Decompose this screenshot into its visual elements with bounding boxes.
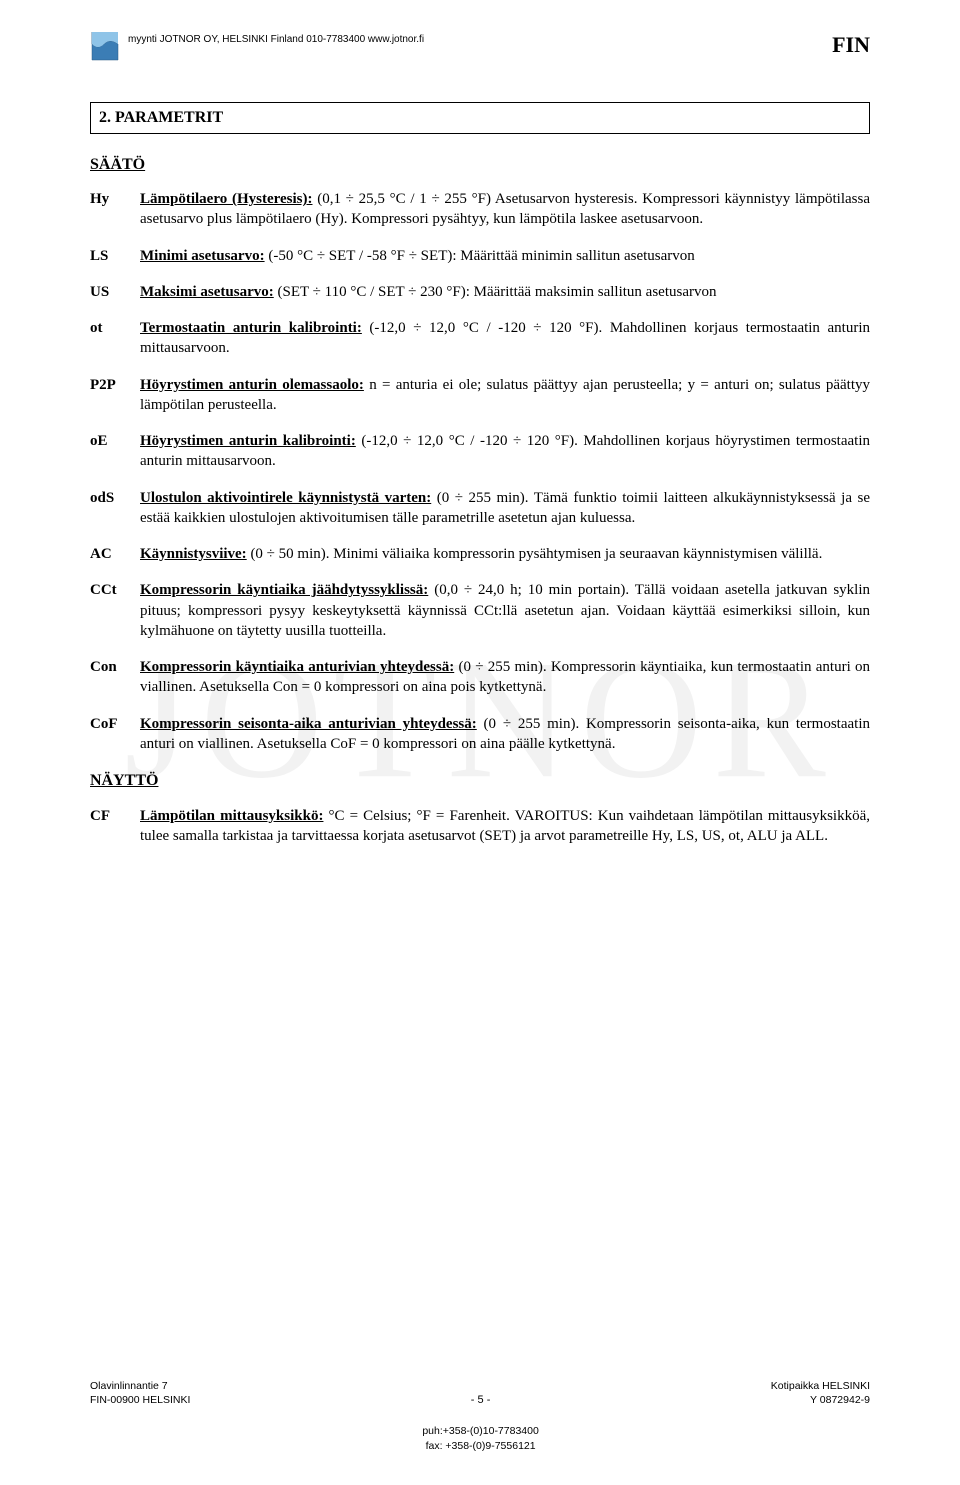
param-cct: CCt Kompressorin käyntiaika jäähdytyssyk… bbox=[90, 580, 870, 641]
param-con: Con Kompressorin käyntiaika anturivian y… bbox=[90, 657, 870, 698]
subheading-display: NÄYTTÖ bbox=[90, 770, 870, 792]
param-ot: ot Termostaatin anturin kalibrointi: (-1… bbox=[90, 318, 870, 359]
param-desc: Lämpötilan mittausyksikkö: °C = Celsius;… bbox=[140, 806, 870, 847]
param-code: CF bbox=[90, 806, 140, 847]
param-desc: Höyrystimen anturin olemassaolo: n = ant… bbox=[140, 375, 870, 416]
param-ods: odS Ulostulon aktivointirele käynnistyst… bbox=[90, 488, 870, 529]
header-language-code: FIN bbox=[832, 30, 870, 60]
param-desc: Ulostulon aktivointirele käynnistystä va… bbox=[140, 488, 870, 529]
param-ls: LS Minimi asetusarvo: (-50 °C ÷ SET / -5… bbox=[90, 246, 870, 266]
param-hy: Hy Lämpötilaero (Hysteresis): (0,1 ÷ 25,… bbox=[90, 189, 870, 230]
subheading-control: SÄÄTÖ bbox=[90, 154, 870, 176]
section-title: 2. PARAMETRIT bbox=[90, 102, 870, 134]
footer-center: - 5 - puh:+358-(0)10-7783400 fax: +358-(… bbox=[422, 1379, 538, 1467]
param-code: Hy bbox=[90, 189, 140, 230]
param-cof: CoF Kompressorin seisonta-aika anturivia… bbox=[90, 714, 870, 755]
param-us: US Maksimi asetusarvo: (SET ÷ 110 °C / S… bbox=[90, 282, 870, 302]
param-desc: Kompressorin seisonta-aika anturivian yh… bbox=[140, 714, 870, 755]
page-header: myynti JOTNOR OY, HELSINKI Finland 010-7… bbox=[90, 30, 870, 62]
footer-left: Olavinlinnantie 7 FIN-00900 HELSINKI bbox=[90, 1379, 190, 1467]
param-ac: AC Käynnistysviive: (0 ÷ 50 min). Minimi… bbox=[90, 544, 870, 564]
page-number: - 5 - bbox=[422, 1393, 538, 1408]
param-code: Con bbox=[90, 657, 140, 698]
param-code: oE bbox=[90, 431, 140, 472]
param-desc: Maksimi asetusarvo: (SET ÷ 110 °C / SET … bbox=[140, 282, 870, 302]
param-code: odS bbox=[90, 488, 140, 529]
param-cf: CF Lämpötilan mittausyksikkö: °C = Celsi… bbox=[90, 806, 870, 847]
param-code: LS bbox=[90, 246, 140, 266]
param-code: CoF bbox=[90, 714, 140, 755]
param-desc: Minimi asetusarvo: (-50 °C ÷ SET / -58 °… bbox=[140, 246, 870, 266]
param-desc: Lämpötilaero (Hysteresis): (0,1 ÷ 25,5 °… bbox=[140, 189, 870, 230]
param-code: AC bbox=[90, 544, 140, 564]
param-code: CCt bbox=[90, 580, 140, 641]
footer-right: Kotipaikka HELSINKI Y 0872942-9 bbox=[771, 1379, 870, 1467]
param-code: ot bbox=[90, 318, 140, 359]
param-code: P2P bbox=[90, 375, 140, 416]
company-logo bbox=[90, 30, 120, 62]
param-p2p: P2P Höyrystimen anturin olemassaolo: n =… bbox=[90, 375, 870, 416]
param-desc: Kompressorin käyntiaika anturivian yhtey… bbox=[140, 657, 870, 698]
param-desc: Termostaatin anturin kalibrointi: (-12,0… bbox=[140, 318, 870, 359]
param-desc: Höyrystimen anturin kalibrointi: (-12,0 … bbox=[140, 431, 870, 472]
param-desc: Käynnistysviive: (0 ÷ 50 min). Minimi vä… bbox=[140, 544, 870, 564]
param-desc: Kompressorin käyntiaika jäähdytyssykliss… bbox=[140, 580, 870, 641]
param-oe: oE Höyrystimen anturin kalibrointi: (-12… bbox=[90, 431, 870, 472]
page-footer: Olavinlinnantie 7 FIN-00900 HELSINKI - 5… bbox=[90, 1379, 870, 1467]
param-code: US bbox=[90, 282, 140, 302]
header-company-text: myynti JOTNOR OY, HELSINKI Finland 010-7… bbox=[128, 30, 424, 47]
